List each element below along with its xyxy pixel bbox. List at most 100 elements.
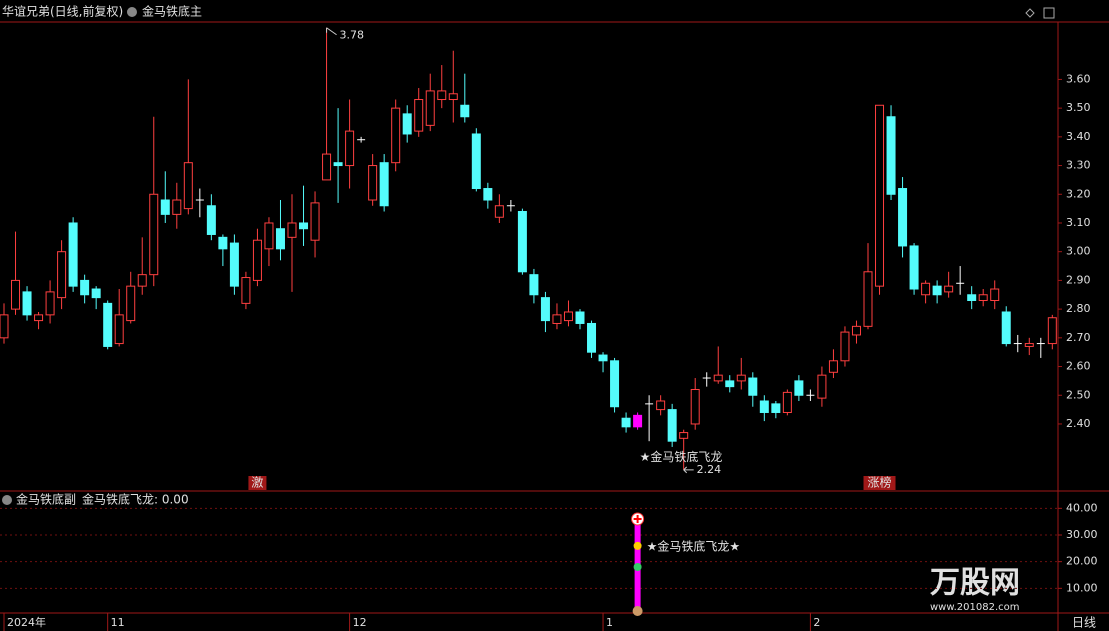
signal-icon [633, 563, 642, 571]
y-tick-label: 3.00 [1066, 245, 1091, 258]
candle-body [0, 314, 9, 339]
candle-body [621, 417, 631, 428]
candle-body [483, 188, 493, 201]
candle-body [80, 279, 90, 296]
window-icon[interactable] [1043, 7, 1055, 19]
y-tick-label: 2.40 [1066, 417, 1091, 430]
candle-body [275, 228, 285, 250]
candle-body [575, 311, 585, 324]
candle-body [736, 374, 746, 382]
y-tick-label: 2.80 [1066, 302, 1091, 315]
y-tick-label: 20.00 [1066, 555, 1098, 568]
indicator-icon[interactable] [127, 7, 137, 17]
candle-body [529, 274, 539, 296]
candle-body [598, 354, 608, 362]
candle-body [471, 133, 481, 190]
candle-body [183, 162, 193, 210]
candle-body [114, 314, 124, 345]
x-tick-label: 2 [813, 616, 820, 629]
y-tick-label: 3.10 [1066, 216, 1091, 229]
candle-body [932, 285, 942, 296]
candle-body [460, 104, 470, 118]
period-label: 日线 [1072, 616, 1096, 630]
candle-body [794, 380, 804, 396]
candle-body [978, 294, 988, 302]
y-tick-label: 2.90 [1066, 273, 1091, 286]
candle-body [414, 99, 424, 132]
signal-label: ★金马铁底飞龙 [640, 449, 723, 464]
candle-body [875, 104, 885, 287]
marker-box [863, 476, 896, 490]
y-tick-label: 40.00 [1066, 501, 1098, 514]
candle-body [610, 360, 620, 408]
y-tick-label: 3.20 [1066, 187, 1091, 200]
sub-readout: 金马铁底飞龙: 0.00 [82, 492, 189, 507]
x-tick-label: 1 [606, 616, 613, 629]
candle-body [425, 90, 435, 126]
candle-body [264, 222, 274, 250]
candle-body [299, 222, 309, 230]
sub-title: 金马铁底副 [16, 492, 76, 507]
candle-body [517, 210, 527, 273]
indicator-icon[interactable] [2, 495, 12, 505]
candle-body [851, 325, 861, 336]
annotation-arrow [683, 466, 694, 474]
candle-body [494, 205, 504, 218]
candle-body [126, 285, 136, 322]
candle-body [206, 205, 216, 235]
candle-body [748, 377, 758, 396]
candle-body [679, 432, 689, 439]
y-tick-label: 10.00 [1066, 581, 1098, 594]
min-label: 2.24 [697, 463, 722, 476]
candle-body [322, 153, 332, 181]
candle-body [540, 297, 550, 322]
candle-body [759, 400, 769, 413]
candle-body [1024, 343, 1034, 347]
marker-label: 涨榜 [868, 475, 892, 490]
y-tick-label: 2.60 [1066, 360, 1091, 373]
y-tick-label: 2.50 [1066, 388, 1091, 401]
watermark-url: www.201082.com [930, 602, 1020, 613]
x-tick-label: 2024年 [7, 615, 46, 629]
candle-body [656, 400, 666, 411]
candle-body [229, 242, 239, 287]
candle-body [68, 222, 78, 287]
candle-body [448, 93, 458, 101]
candle-body [310, 202, 320, 241]
y-tick-label: 30.00 [1066, 528, 1098, 541]
signal-icon [633, 515, 642, 523]
candle-body [840, 331, 850, 362]
candle-body [437, 90, 447, 101]
candle-body [402, 113, 412, 135]
chart-title: 华谊兄弟(日线,前复权) [2, 4, 123, 19]
candle-body [57, 251, 67, 299]
candle-body [587, 322, 597, 353]
candle-body [391, 107, 401, 164]
candle-body [552, 314, 562, 324]
x-tick-label: 11 [111, 616, 125, 629]
candle-body [563, 311, 573, 322]
candle-body [667, 409, 677, 442]
candle-body [898, 188, 908, 247]
annotation-arrow [326, 27, 337, 36]
signal-icon [633, 541, 642, 550]
candle-body [379, 162, 389, 207]
marker-label: 激 [251, 476, 263, 490]
indicator-title: 金马铁底主 [142, 4, 202, 19]
candle-body [345, 130, 355, 167]
candle-body [771, 403, 781, 413]
candle-body [863, 271, 873, 327]
candle-body [218, 236, 228, 250]
candle-body [725, 380, 735, 388]
candle-body [990, 288, 1000, 302]
candle-body [333, 162, 343, 167]
settings-icon[interactable] [1025, 8, 1035, 18]
candle-body [11, 279, 21, 310]
candle-body [828, 360, 838, 373]
signal-icon [632, 606, 643, 616]
candle-body [368, 165, 378, 201]
y-tick-label: 3.50 [1066, 101, 1091, 114]
candle-body [782, 391, 792, 413]
candle-body [713, 374, 723, 382]
